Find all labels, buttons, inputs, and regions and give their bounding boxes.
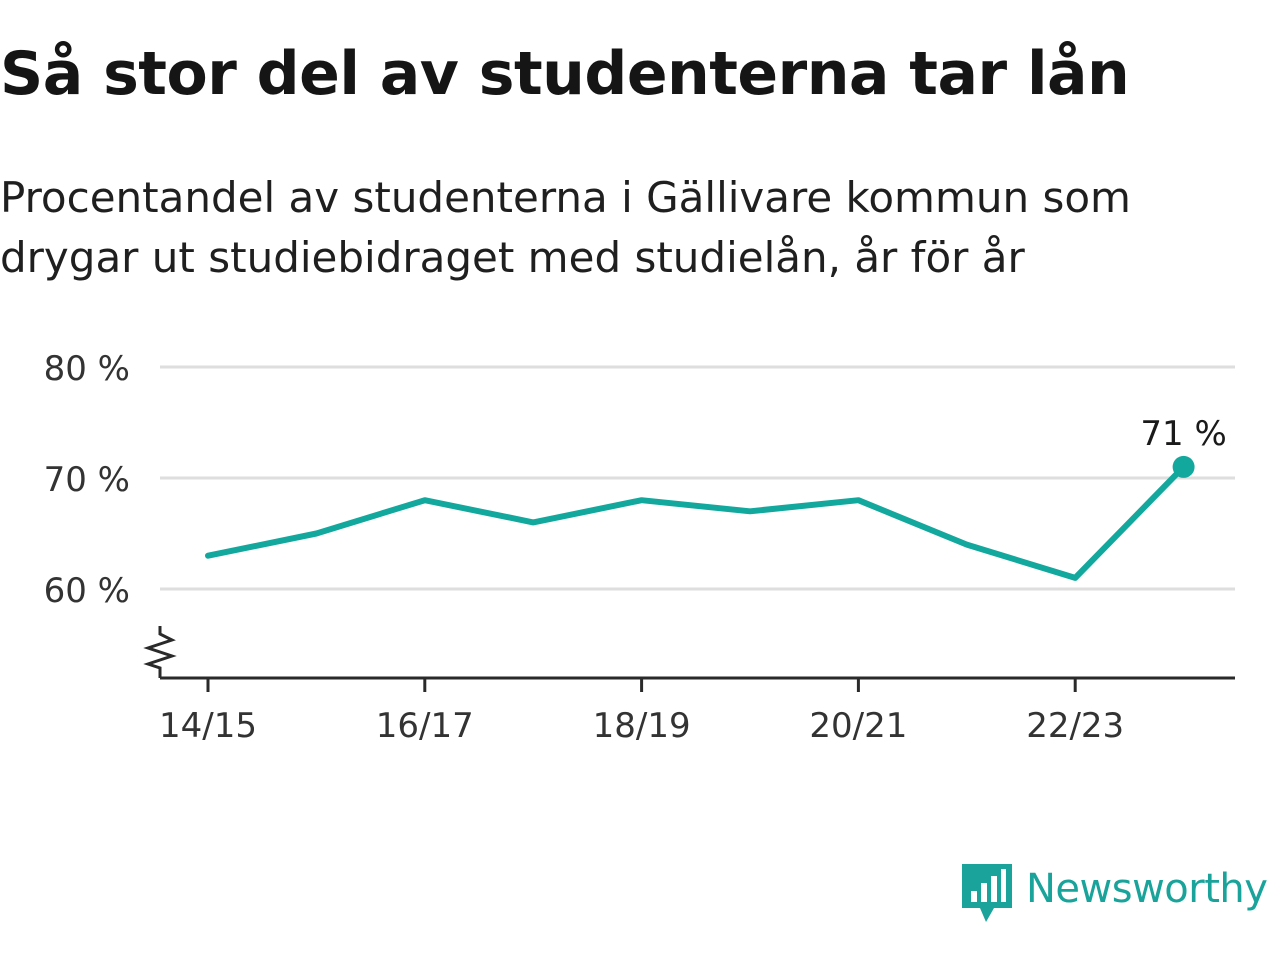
x-axis <box>143 626 1235 692</box>
y-tick-label: 80 % <box>44 349 130 389</box>
x-tick-label: 16/17 <box>376 706 474 746</box>
x-tick-label: 18/19 <box>593 706 691 746</box>
x-tick-label: 20/21 <box>809 706 907 746</box>
series <box>205 455 1195 581</box>
y-tick-labels: 60 % 70 % 80 % <box>44 349 130 611</box>
chart-subtitle: Procentandel av studenterna i Gällivare … <box>0 173 1131 282</box>
x-tick-label: 22/23 <box>1026 706 1124 746</box>
chart-title: Så stor del av studenterna tar lån <box>0 39 1130 109</box>
last-point-marker <box>1172 455 1195 478</box>
gridlines <box>160 365 1235 591</box>
newsworthy-logo-icon <box>962 864 1012 922</box>
brand-logo: Newsworthy <box>962 860 1268 930</box>
brand-name: Newsworthy <box>1026 866 1268 912</box>
series-line <box>205 463 1187 581</box>
x-tick-labels: 14/15 16/17 18/19 20/21 22/23 <box>159 706 1124 746</box>
x-tick-label: 14/15 <box>159 706 257 746</box>
y-tick-label: 70 % <box>44 460 130 500</box>
axis-break <box>143 626 177 678</box>
y-tick-label: 60 % <box>44 571 130 611</box>
last-point-label: 71 % <box>1140 414 1226 454</box>
data-labels: 71 % <box>1140 414 1226 454</box>
